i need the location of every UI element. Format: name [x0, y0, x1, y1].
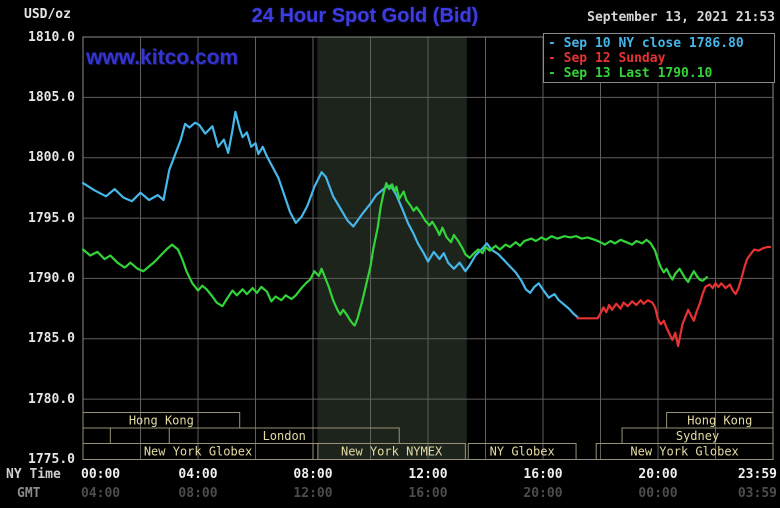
series-line-sep-10-ny-close	[81, 110, 579, 319]
session-label: New York Globex	[144, 445, 252, 459]
x-tick-ny: 00:00	[81, 467, 121, 482]
legend-row: - Sep 10 NY close 1786.80	[548, 36, 770, 51]
chart-datetime: September 13, 2021 21:53	[587, 10, 775, 25]
page-title: 24 Hour Spot Gold (Bid)	[251, 5, 479, 27]
x-axis-gmt-label: GMT	[17, 486, 41, 501]
series-line-sep-12-sunday	[576, 245, 772, 348]
session-label: Sydney	[676, 429, 719, 443]
legend-row: - Sep 12 Sunday	[548, 51, 770, 66]
y-tick-label: 1795.0	[28, 210, 75, 226]
legend-box: - Sep 10 NY close 1786.80- Sep 12 Sunday…	[543, 33, 775, 83]
y-axis-unit-label: USD/oz	[24, 7, 71, 22]
legend-dash-icon: -	[548, 36, 564, 51]
legend-dash-icon: -	[548, 51, 564, 66]
session-box	[467, 443, 577, 460]
x-tick-ny: 23:59	[737, 467, 777, 482]
y-tick-label: 1790.0	[28, 270, 75, 286]
x-tick-ny: 20:00	[638, 467, 678, 482]
kitco-watermark: www.kitco.com	[86, 46, 239, 69]
x-tick-gmt: 12:00	[293, 486, 333, 501]
session-label: NY Globex	[490, 445, 555, 459]
legend-label: Sep 10 NY close 1786.80	[563, 36, 744, 51]
x-tick-gmt: 20:00	[523, 486, 563, 501]
x-tick-gmt: 04:00	[81, 486, 121, 501]
x-tick-gmt: 08:00	[178, 486, 218, 501]
x-axis-ny-time-label: NY Time	[6, 467, 61, 482]
session-box	[82, 412, 241, 429]
x-tick-ny: 16:00	[523, 467, 563, 482]
session-label: Hong Kong	[687, 414, 752, 428]
x-tick-gmt: 00:00	[638, 486, 678, 501]
session-label: New York NYMEX	[341, 445, 443, 459]
legend-row: - Sep 13 Last 1790.10	[548, 66, 770, 81]
session-label: London	[263, 429, 306, 443]
y-tick-label: 1785.0	[28, 331, 75, 347]
y-tick-label: 1805.0	[28, 89, 75, 105]
session-box	[317, 443, 466, 460]
session-box	[82, 443, 314, 460]
x-tick-ny: 08:00	[293, 467, 333, 482]
session-label: New York Globex	[630, 445, 738, 459]
session-label: Hong Kong	[129, 414, 194, 428]
series-line-sep-13-last	[81, 182, 709, 327]
x-tick-gmt: 16:00	[408, 486, 448, 501]
session-box	[595, 443, 774, 460]
x-tick-ny: 04:00	[178, 467, 218, 482]
legend-dash-icon: -	[548, 66, 564, 81]
shaded-band	[317, 37, 467, 460]
y-tick-label: 1775.0	[28, 452, 75, 467]
y-tick-label: 1810.0	[28, 29, 75, 45]
x-tick-gmt: 03:59	[737, 486, 777, 501]
y-tick-label: 1800.0	[28, 150, 75, 166]
y-tick-label: 1780.0	[28, 391, 75, 407]
session-box	[82, 427, 111, 444]
legend-label: Sep 12 Sunday	[563, 51, 666, 66]
legend-label: Sep 13 Last 1790.10	[563, 66, 713, 81]
x-tick-ny: 12:00	[408, 467, 448, 482]
